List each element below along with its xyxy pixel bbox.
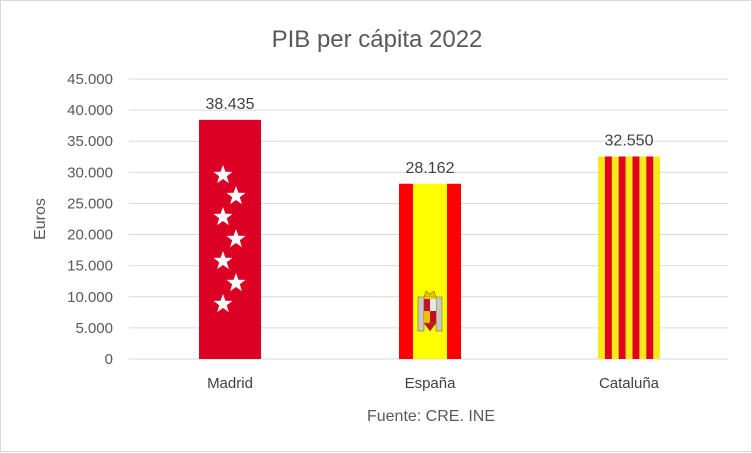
chart-title: PIB per cápita 2022 xyxy=(272,26,483,53)
flag-emblems xyxy=(213,165,443,332)
y-tick-label: 40.000 xyxy=(67,102,113,119)
y-tick-label: 35.000 xyxy=(67,133,113,150)
data-label: 28.162 xyxy=(406,160,455,177)
y-tick-label: 0 xyxy=(105,351,113,368)
x-category-label: Cataluña xyxy=(599,375,660,392)
y-tick-label: 25.000 xyxy=(67,195,113,212)
y-tick-label: 20.000 xyxy=(67,227,113,244)
data-labels: 38.435 28.162 32.550 xyxy=(206,96,654,177)
x-category-label: Madrid xyxy=(207,375,253,392)
madrid-flag-star-icon xyxy=(213,207,233,226)
madrid-flag-star-icon xyxy=(226,186,246,205)
x-axis-category-labels: Madrid España Cataluña xyxy=(207,375,660,392)
spain-coat-of-arms-icon xyxy=(417,290,443,332)
y-tick-label: 45.000 xyxy=(67,71,113,88)
bar-flag-madrid xyxy=(199,119,261,359)
madrid-flag-star-icon xyxy=(226,229,246,248)
y-tick-label: 15.000 xyxy=(67,258,113,275)
data-label: 38.435 xyxy=(206,96,255,113)
x-category-label: España xyxy=(405,375,457,392)
y-tick-label: 30.000 xyxy=(67,164,113,181)
y-tick-label: 5.000 xyxy=(75,320,113,337)
madrid-flag-star-icon xyxy=(213,294,233,313)
madrid-flag-star-icon xyxy=(213,165,233,184)
y-tick-label: 10.000 xyxy=(67,289,113,306)
bar-flag-spain xyxy=(399,183,461,359)
source-note: Fuente: CRE. INE xyxy=(367,408,495,425)
madrid-flag-star-icon xyxy=(213,251,233,270)
bars xyxy=(199,119,660,359)
madrid-flag-star-icon xyxy=(226,273,246,292)
data-label: 32.550 xyxy=(605,132,654,149)
bar-flag-catalonia xyxy=(598,156,660,359)
y-axis-title: Euros xyxy=(32,198,49,240)
y-axis-tick-labels: 0 5.000 10.000 15.000 20.000 25.000 30.000 35.0… xyxy=(67,71,113,368)
